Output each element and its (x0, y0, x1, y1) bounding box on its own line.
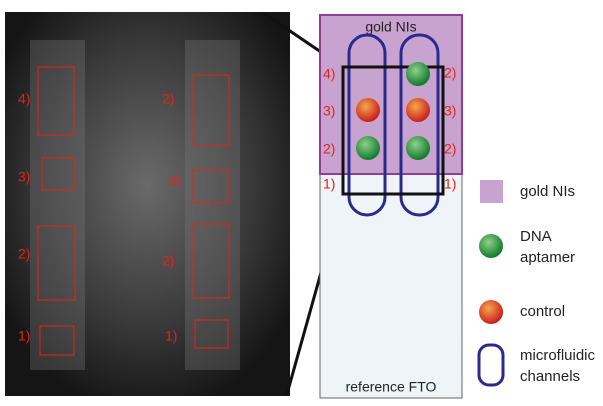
photo-label: 2) (162, 253, 174, 269)
schematic-label: 2) (444, 65, 456, 81)
schematic-label: 1) (323, 176, 335, 192)
fto-area (320, 174, 462, 398)
photo-label: 2) (18, 246, 30, 262)
schematic-label: 4) (323, 66, 335, 82)
photo-label: 4) (18, 91, 30, 107)
legend-swatch (479, 300, 503, 324)
schematic-label: 2) (323, 141, 335, 157)
fto-label: reference FTO (346, 379, 437, 395)
photo-label: 1) (18, 328, 30, 344)
legend-label: DNA aptamer (520, 226, 582, 268)
aptamer-spot (406, 136, 430, 160)
aptamer-spot (406, 62, 430, 86)
schematic-label: 1) (444, 176, 456, 192)
legend-swatch (479, 234, 503, 258)
gold-area (320, 15, 462, 174)
schematic-label: 3) (444, 103, 456, 119)
legend-label: control (520, 301, 600, 322)
photo-label: 2) (162, 91, 174, 107)
photo-label: 3) (168, 173, 180, 189)
legend-swatch (479, 345, 503, 385)
schematic-label: 3) (323, 103, 335, 119)
photo-label: 1) (165, 328, 177, 344)
control-spot (356, 98, 380, 122)
legend-swatch (480, 180, 503, 203)
figure: 4) 3) 2) 1) 2) 3) 2) 1) gold NIs referen… (0, 0, 603, 406)
gold-label: gold NIs (365, 19, 416, 35)
legend-label: microfluidic channels (520, 345, 600, 387)
schematic-label: 2) (444, 141, 456, 157)
control-spot (406, 98, 430, 122)
photo-label: 3) (18, 169, 30, 185)
aptamer-spot (356, 136, 380, 160)
page: 4) 3) 2) 1) 2) 3) 2) 1) gold NIs referen… (0, 0, 603, 406)
legend-label: gold NIs (520, 181, 600, 202)
